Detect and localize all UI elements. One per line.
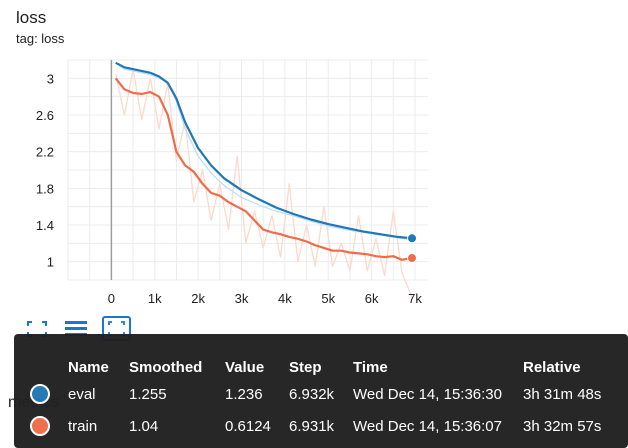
x-tick-label: 4k bbox=[278, 291, 292, 306]
series-color-swatch bbox=[30, 416, 50, 436]
x-tick-label: 6k bbox=[365, 291, 379, 306]
data-tooltip: Name Smoothed Value Step Time Relative e… bbox=[14, 334, 628, 448]
raw-series bbox=[115, 62, 413, 298]
y-tick-label: 1.8 bbox=[36, 181, 54, 196]
y-tick-label: 2.2 bbox=[36, 145, 54, 160]
row-smoothed: 1.04 bbox=[129, 417, 159, 435]
row-relative: 3h 32m 57s bbox=[523, 417, 602, 435]
smoothed-line-eval bbox=[115, 61, 413, 240]
hover-markers bbox=[406, 233, 418, 263]
row-value: 1.236 bbox=[225, 385, 263, 403]
chart-title: loss bbox=[16, 8, 47, 27]
raw-line-train bbox=[115, 68, 413, 298]
x-tick-label: 5k bbox=[321, 291, 335, 306]
header-relative: Relative bbox=[523, 358, 581, 376]
row-smoothed: 1.255 bbox=[129, 385, 167, 403]
raw-line-eval bbox=[115, 62, 413, 241]
y-tick-label: 1 bbox=[47, 255, 54, 270]
x-tick-label: 7k bbox=[408, 291, 422, 306]
header-name: Name bbox=[68, 358, 109, 376]
x-tick-label: 2k bbox=[191, 291, 205, 306]
table-row: eval 1.255 1.236 6.932k Wed Dec 14, 15:3… bbox=[30, 384, 602, 416]
fullscreen-icon bbox=[27, 321, 47, 337]
row-time: Wed Dec 14, 15:36:07 bbox=[353, 417, 502, 435]
table-row: train 1.04 0.6124 6.931k Wed Dec 14, 15:… bbox=[30, 416, 602, 448]
y-tick-label: 3 bbox=[47, 71, 54, 86]
tooltip-table: Name Smoothed Value Step Time Relative e… bbox=[30, 358, 602, 448]
row-step: 6.932k bbox=[289, 385, 335, 403]
smoothed-line-train bbox=[114, 77, 413, 261]
x-tick-label: 1k bbox=[148, 291, 162, 306]
x-tick-label: 0 bbox=[108, 291, 115, 306]
header-value: Value bbox=[225, 358, 265, 376]
row-relative: 3h 31m 48s bbox=[523, 385, 602, 403]
row-name: train bbox=[68, 417, 98, 435]
row-time: Wed Dec 14, 15:36:30 bbox=[353, 385, 502, 403]
hover-marker-eval bbox=[407, 233, 418, 244]
y-tick-label: 2.6 bbox=[36, 108, 54, 123]
header-step: Step bbox=[289, 358, 322, 376]
smoothed-series bbox=[114, 61, 413, 261]
hover-marker-train bbox=[406, 253, 417, 263]
header-smoothed: Smoothed bbox=[129, 358, 203, 376]
tick-labels: 0 1k 2k 3k 4k 5k 6k 7k 1 1.4 1.8 2.2 2.6 3 bbox=[36, 71, 422, 306]
series-color-swatch bbox=[30, 384, 50, 404]
header-time: Time bbox=[353, 358, 388, 376]
loss-chart[interactable]: 0 1k 2k 3k 4k 5k 6k 7k 1 1.4 1.8 2.2 2.6 3 bbox=[0, 0, 628, 320]
chart-tag: tag: loss bbox=[16, 31, 65, 46]
row-value: 0.6124 bbox=[225, 417, 271, 435]
fullscreen-button[interactable] bbox=[24, 318, 50, 340]
y-tick-label: 1.4 bbox=[36, 218, 54, 233]
row-step: 6.931k bbox=[289, 417, 335, 435]
x-tick-label: 3k bbox=[235, 291, 249, 306]
row-name: eval bbox=[68, 385, 96, 403]
